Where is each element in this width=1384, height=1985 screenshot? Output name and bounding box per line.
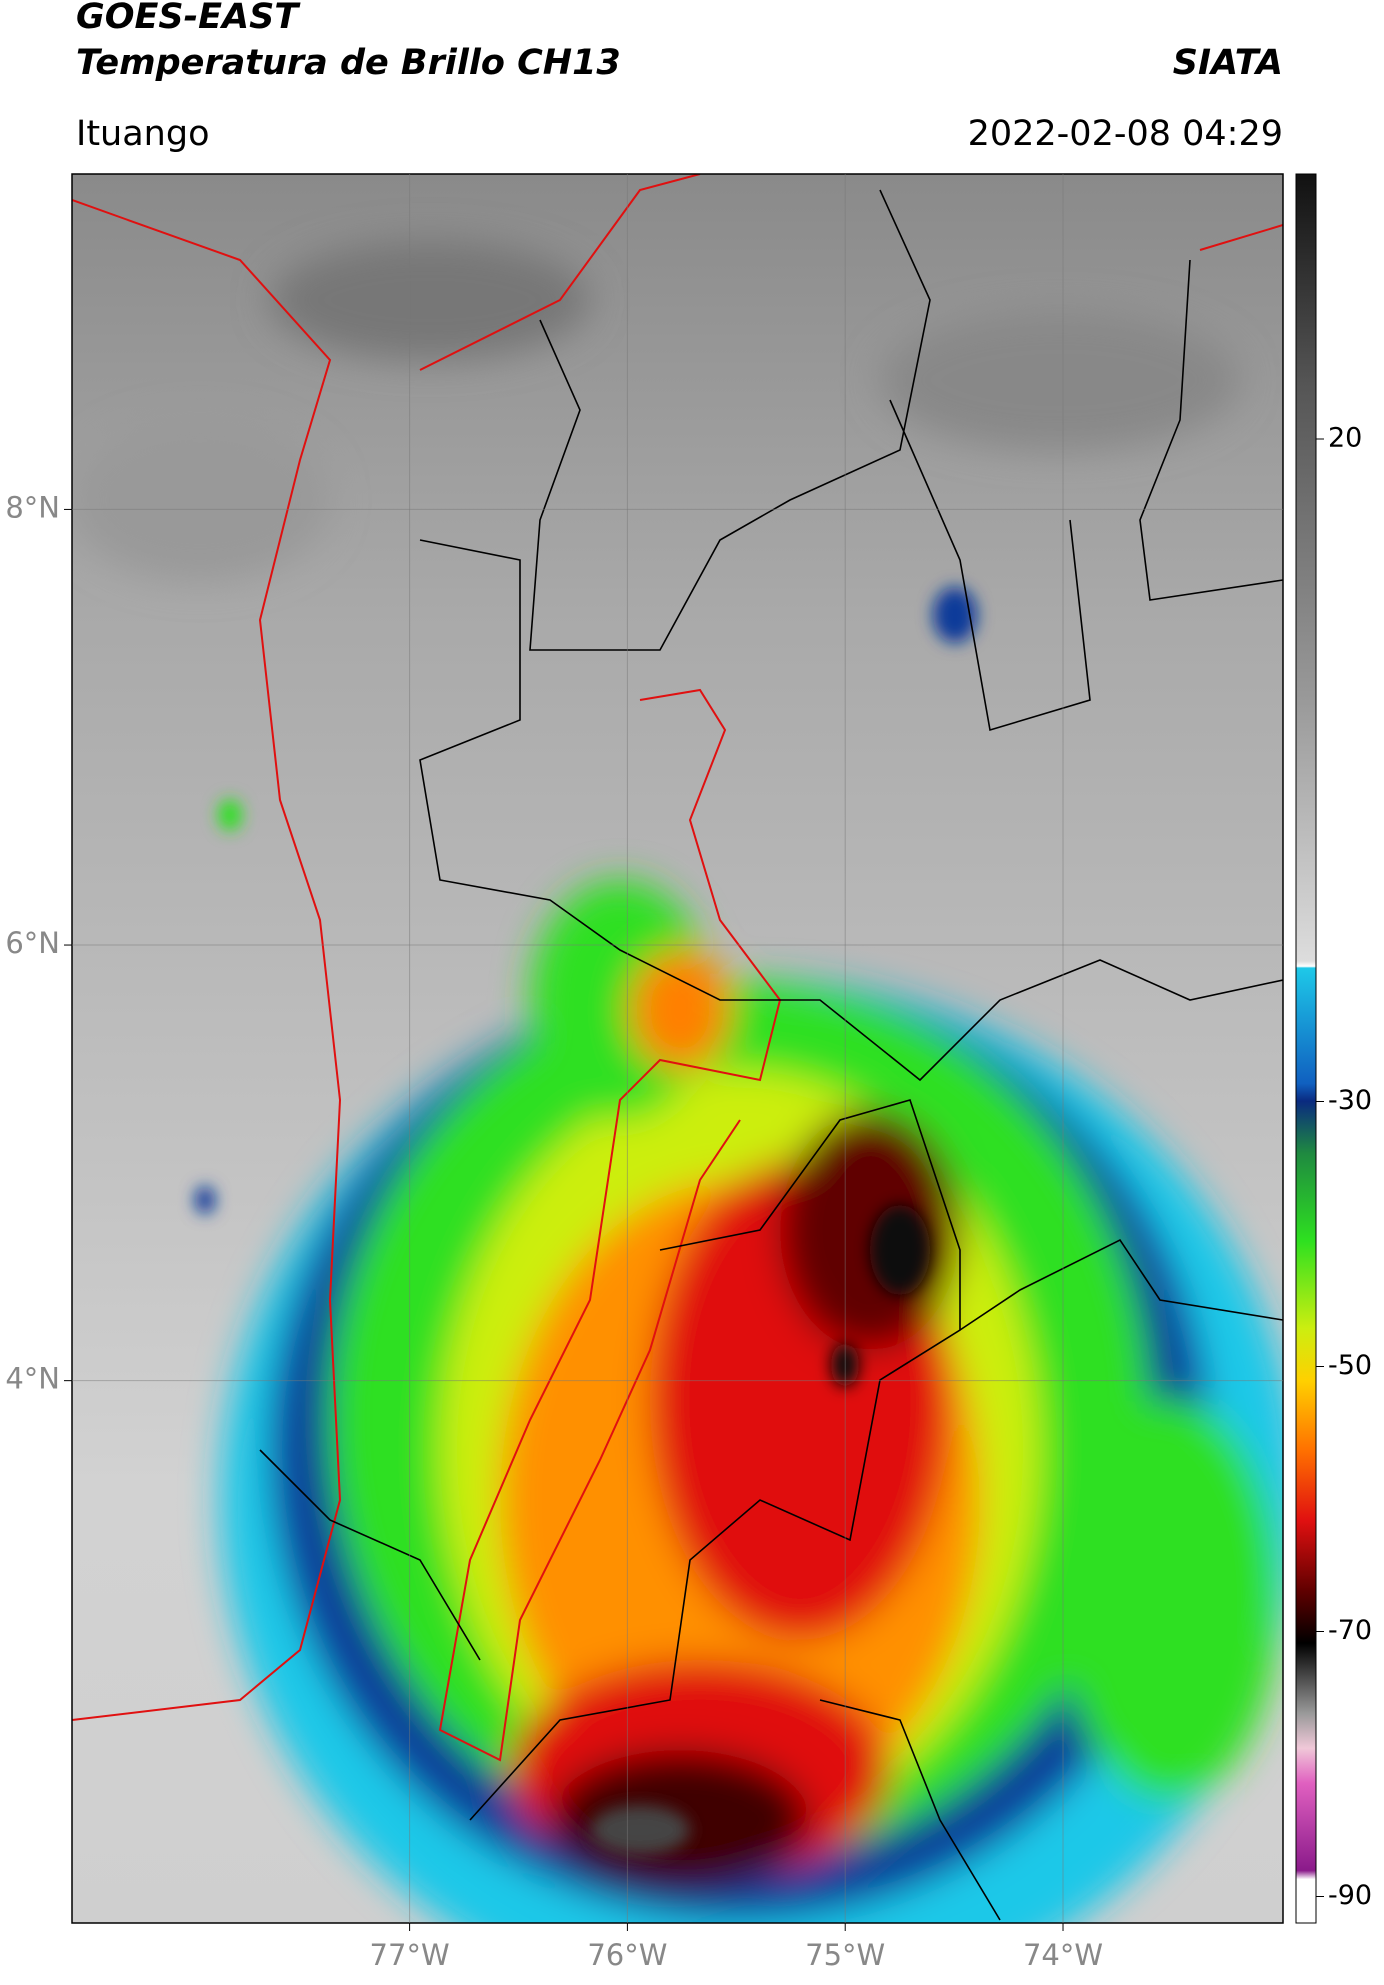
colorbar-tick-label: -70 [1328,1615,1372,1646]
map-frame [71,173,1284,1924]
lon-tick-label: 76°W [587,1938,667,1972]
lat-tick-label: 6°N [5,926,60,960]
colorbar-tick-label: -50 [1328,1350,1372,1381]
title: GOES-EAST [76,0,301,37]
colorbar-tick-label: -30 [1328,1085,1372,1116]
satellite-image [72,174,1283,1923]
location: Ituango [76,114,210,154]
lat-tick-label: 8°N [5,490,60,524]
datetime: 2022-02-08 04:29 [968,114,1283,154]
lon-tick-label: 77°W [370,1938,450,1972]
lon-tick-label: 75°W [805,1938,885,1972]
lat-tick-label: 4°N [5,1362,60,1396]
source: SIATA [1173,43,1283,83]
lon-tick-label: 74°W [1023,1938,1103,1972]
colorbar [1295,173,1317,1924]
colorbar-tick-label: -90 [1328,1880,1372,1911]
colorbar-tick-label: 20 [1328,423,1362,454]
subtitle: Temperatura de Brillo CH13 [76,43,621,83]
